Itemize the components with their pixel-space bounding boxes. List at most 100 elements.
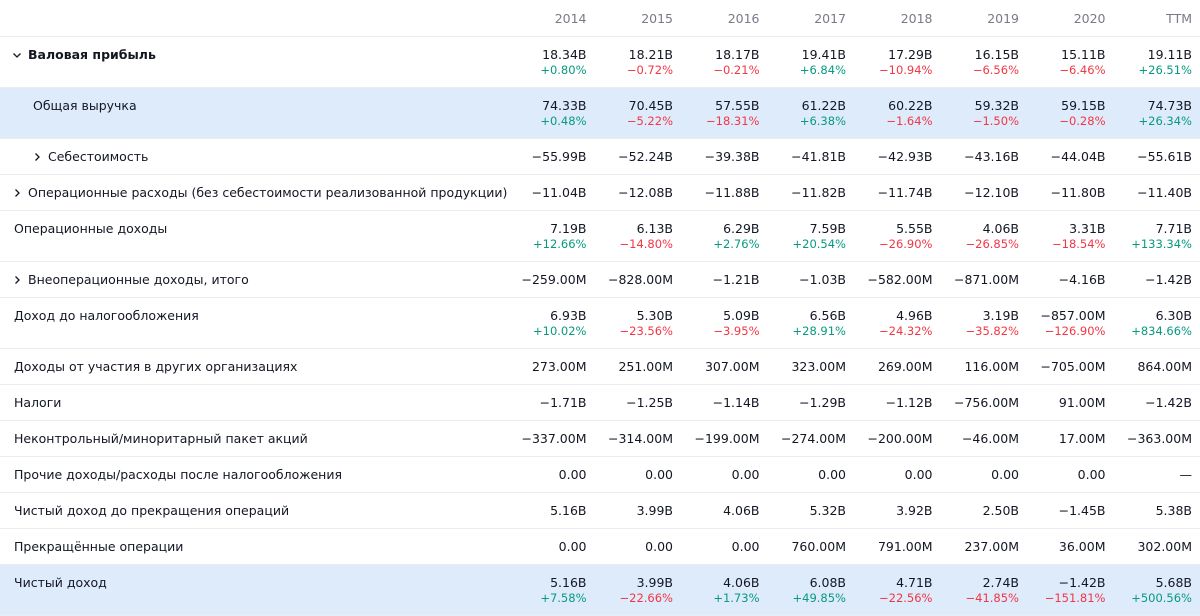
change-percent: +0.80% [540,63,587,77]
value-cell: −1.42B −151.81% [1019,565,1106,615]
value-cell: 0.00 [587,457,673,492]
value-cell: 864.00M [1106,349,1192,384]
value-cell: 15.11B −6.46% [1019,37,1106,87]
value-cell: −1.21B [673,262,760,297]
value: 57.55B [715,98,760,113]
value-cell: 3.92B [846,493,932,528]
value-cell: −42.93B [846,139,933,174]
row-label: Налоги [14,395,62,410]
value: 323.00M [791,359,846,374]
chevron-right-icon[interactable] [10,186,24,200]
value-cell: 59.15B −0.28% [1019,88,1105,138]
table-row: Чистый доход 5.16B +7.58% 3.99B −22.66% 4.06B… [0,565,1200,616]
table-row: Доход до налогообложения 6.93B +10.02% 5.30… [0,298,1200,349]
change-percent: −23.56% [619,324,674,338]
value: −52.24B [618,149,673,164]
value: 3.99B [636,503,673,518]
change-percent: +6.38% [799,114,846,128]
value: 74.33B [542,98,587,113]
value-cell: 5.32B [760,493,846,528]
value: 6.29B [723,221,760,236]
value: −4.16B [1058,272,1106,287]
value: 2.50B [982,503,1019,518]
value: 15.11B [1061,47,1106,62]
chevron-right-icon[interactable] [10,273,24,287]
change-percent: +7.58% [540,591,587,605]
change-percent: +20.54% [792,237,847,251]
value-cell: — [1106,457,1193,492]
chevron-down-icon[interactable] [10,48,24,62]
value-cell: −52.24B [587,139,673,174]
chevron-right-icon[interactable] [30,150,44,164]
value-cell: 57.55B −18.31% [673,88,760,138]
change-percent: +28.91% [792,324,847,338]
value-cell: −11.04B [500,175,587,210]
value: 0.00 [645,467,673,482]
value-cell: −1.25B [587,385,673,420]
value-cell: 18.21B −0.72% [587,37,673,87]
change-percent: +133.34% [1131,237,1192,251]
value: 269.00M [877,359,933,374]
value: 116.00M [964,359,1019,374]
table-row[interactable]: Себестоимость −55.99B −52.24B −39.38B −41.81… [0,139,1200,175]
value-cell: −1.42B [1106,262,1192,297]
value-cell: −871.00M [933,262,1019,297]
value: 6.13B [636,221,673,236]
value-cell: −1.12B [846,385,933,420]
value: −756.00M [954,395,1019,410]
value: 0.00 [645,539,673,554]
value-cell: 16.15B −6.56% [933,37,1019,87]
value-cell: 70.45B −5.22% [587,88,673,138]
value: 7.71B [1155,221,1192,236]
value: 0.00 [904,467,933,482]
value-cell: 5.16B [500,493,586,528]
value: −12.10B [964,185,1019,200]
value: 18.34B [542,47,587,62]
value: 5.68B [1155,575,1192,590]
value-cell: 59.32B −1.50% [933,88,1019,138]
value-cell: −363.00M [1106,421,1192,456]
table-row[interactable]: Валовая прибыль 18.34B +0.80% 18.21B −0.72% 1… [0,37,1200,88]
value: 17.29B [888,47,933,62]
value: −11.74B [877,185,933,200]
value: 5.09B [723,308,760,323]
column-header: 2015 [641,10,673,26]
value-cell: −259.00M [500,262,587,297]
value-cell: 0.00 [760,457,846,492]
value-cell: 3.99B [587,493,673,528]
value: −44.04B [1050,149,1106,164]
value: 0.00 [818,467,846,482]
row-label-cell: Внеоперационные доходы, итого [0,262,500,297]
value: 302.00M [1137,539,1192,554]
change-percent: +0.48% [540,114,587,128]
change-percent: −35.82% [965,324,1020,338]
value: 5.32B [809,503,846,518]
change-percent: −22.56% [879,591,933,605]
row-label-cell: Валовая прибыль [0,37,500,87]
value-cell: 760.00M [760,529,846,564]
change-percent: −10.94% [879,63,933,77]
change-percent: +49.85% [792,591,847,605]
value: −46.00M [961,431,1019,446]
value: −828.00M [608,272,673,287]
value: −1.14B [712,395,760,410]
value-cell: −11.80B [1019,175,1106,210]
change-percent: −1.64% [886,114,933,128]
value-cell: −11.40B [1106,175,1192,210]
row-label-cell: Чистый доход до прекращения операций [0,493,500,528]
value: −1.42B [1145,395,1192,410]
value: 6.30B [1155,308,1192,323]
table-row[interactable]: Операционные расходы (без себестоимости … [0,175,1200,211]
row-label-cell: Доход до налогообложения [0,298,500,348]
change-percent: +12.66% [533,237,587,251]
value-cell: −1.45B [1019,493,1106,528]
value: −259.00M [521,272,587,287]
row-label: Прочие доходы/расходы после налогообложе… [14,467,343,482]
value: 91.00M [1058,395,1106,410]
value-cell: −1.42B [1106,385,1192,420]
table-row[interactable]: Внеоперационные доходы, итого −259.00M −82… [0,262,1200,298]
value-cell: 3.31B −18.54% [1019,211,1106,261]
value-cell: −55.61B [1106,139,1192,174]
value-cell: 7.71B +133.34% [1106,211,1192,261]
value-cell: −44.04B [1019,139,1106,174]
